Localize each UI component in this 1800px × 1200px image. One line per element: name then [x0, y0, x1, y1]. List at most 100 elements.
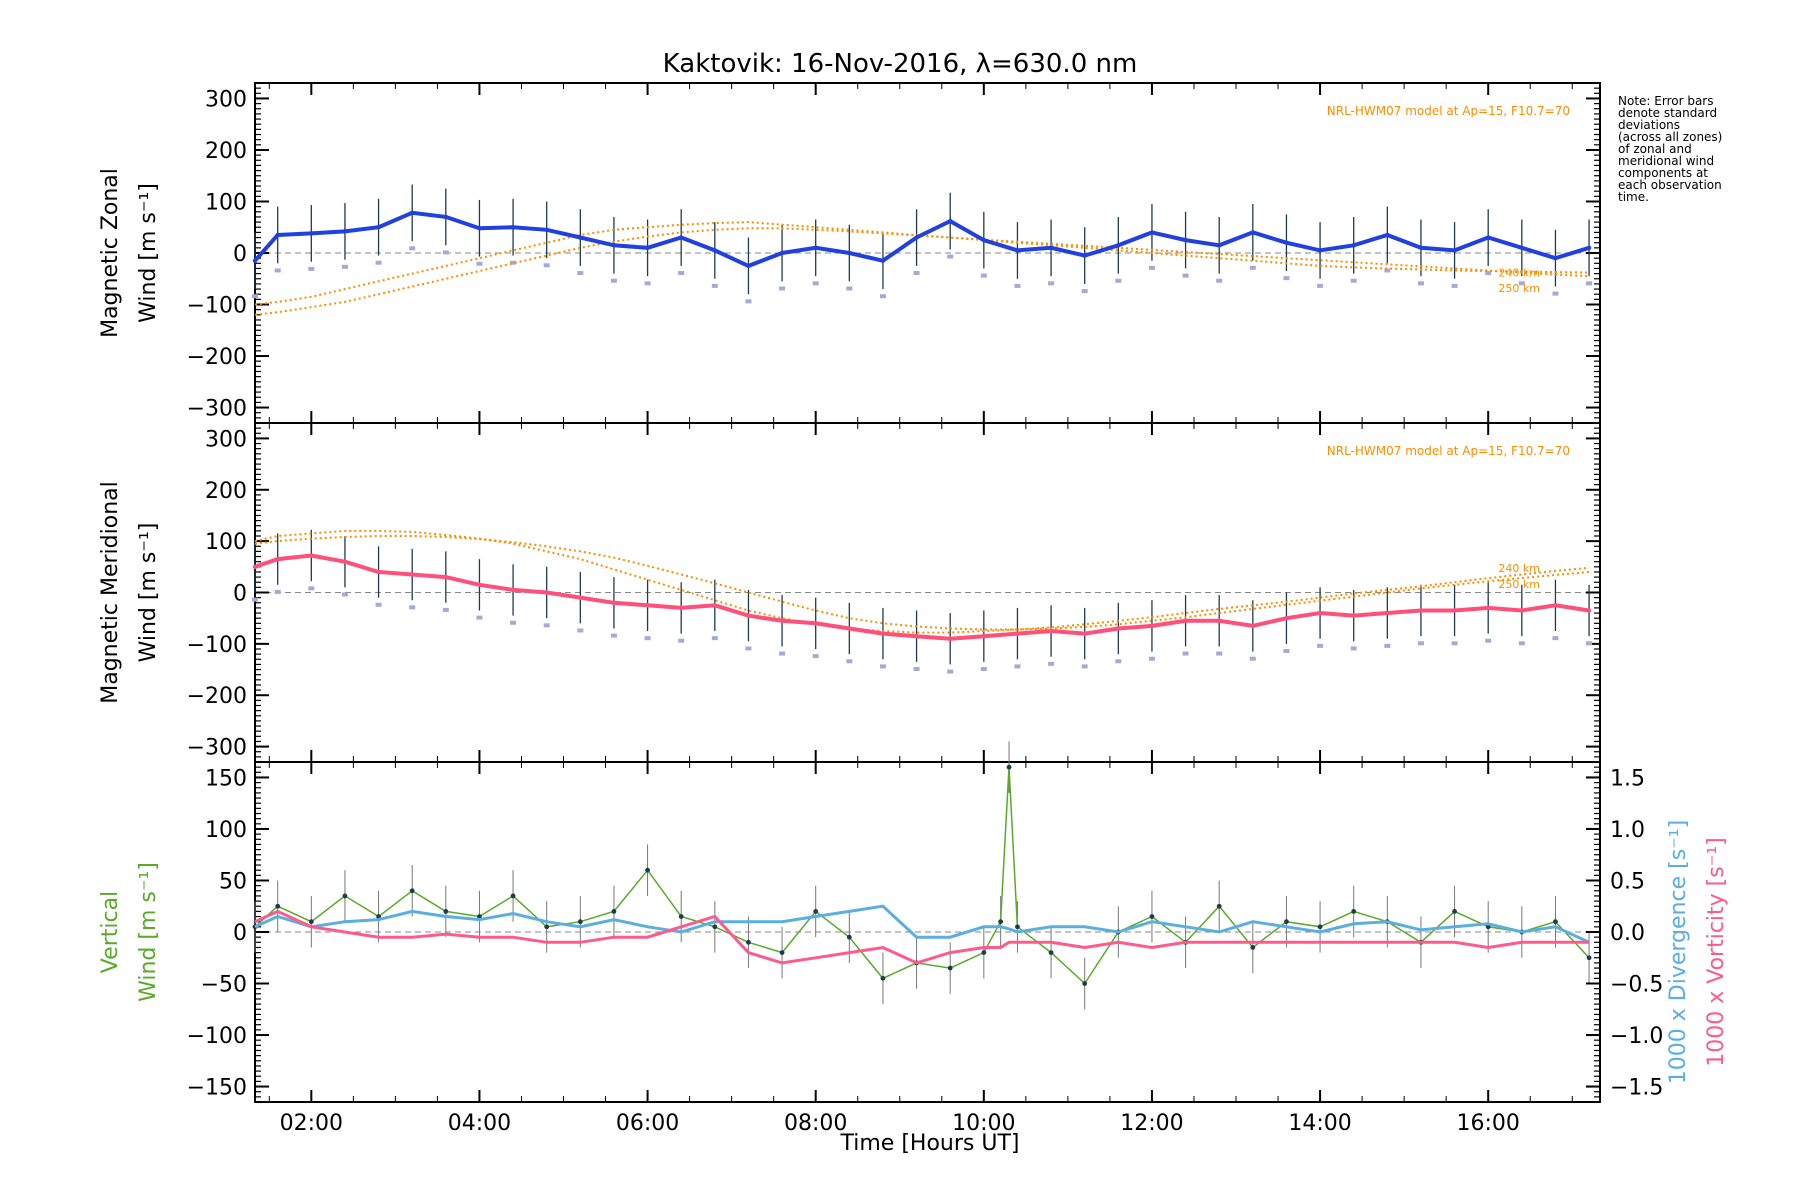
y2-axis-label-vorticity: 1000 x Vorticity [s⁻¹] [1704, 837, 1729, 1067]
wind-point [1519, 608, 1525, 613]
zone-point [1350, 646, 1357, 651]
wind-point [1553, 603, 1558, 608]
zone-point [745, 299, 752, 304]
panel-meridional: −300 −200 −100 0 100 200 300 NRL-HWM07 model at… [98, 422, 1601, 763]
y-axis-label-vertical: Vertical [98, 891, 123, 973]
wind-point [544, 590, 549, 595]
zonal-wind-line [253, 210, 1590, 269]
zone-point [1249, 265, 1256, 270]
vertical-wind-point [308, 919, 314, 925]
wind-point [1385, 232, 1390, 238]
zone-point [644, 636, 651, 641]
model-altitude-label: 250 km [1498, 282, 1540, 295]
x-tick-label: 10:00 [952, 1111, 1015, 1136]
wind-point [443, 574, 449, 580]
vertical-wind-point [1082, 981, 1088, 986]
vertical-wind-point [645, 867, 650, 873]
y-tick-label: 0 [233, 582, 247, 607]
y-tick-label: −200 [187, 684, 247, 709]
vertical-wind-point [1284, 919, 1289, 925]
wind-point [1216, 243, 1222, 248]
zone-point [1384, 268, 1391, 273]
model-altitude-label: 240 km [1498, 562, 1540, 575]
zone-point [1350, 278, 1357, 283]
vertical-wind-point [1149, 914, 1155, 919]
zone-point [409, 246, 416, 251]
vertical-wind-point [611, 908, 617, 914]
vertical-wind-point [275, 903, 281, 909]
vertical-wind-point [443, 908, 449, 914]
wind-point [477, 226, 482, 231]
wind-point [1183, 618, 1188, 623]
zone-point [711, 283, 718, 288]
y-axis-label: Magnetic Zonal [98, 168, 123, 338]
zone-point [711, 636, 718, 641]
wind-point [309, 553, 314, 558]
vertical-wind-point [846, 934, 852, 940]
y-tick-label: −300 [187, 397, 247, 422]
zone-point [1115, 659, 1122, 664]
zone-point [252, 597, 258, 602]
x-tick-label: 06:00 [616, 1111, 679, 1136]
zone-point [1518, 641, 1525, 646]
zone-point [1451, 283, 1458, 288]
wind-point [645, 245, 650, 251]
wind-point [1586, 245, 1592, 251]
wind-point [779, 250, 785, 256]
wind-point [1452, 608, 1457, 613]
wind-point [981, 633, 987, 639]
wind-point [779, 618, 785, 623]
x-tick-label: 16:00 [1456, 1111, 1519, 1136]
wind-point [1149, 623, 1155, 629]
x-tick-label: 02:00 [280, 1111, 343, 1136]
zone-point [274, 589, 281, 594]
wind-point [1284, 615, 1289, 621]
y2-tick-label: 0.0 [1610, 921, 1645, 946]
y-tick-label: 300 [205, 87, 247, 112]
y-tick-label: 100 [205, 190, 247, 215]
vertical-wind-point [1485, 924, 1491, 930]
zone-point [1115, 278, 1122, 283]
y-tick-label: 0 [233, 242, 247, 267]
y-tick-label: −50 [201, 973, 247, 998]
vertical-wind-point [947, 965, 953, 971]
zone-point [1148, 656, 1155, 661]
y-tick-label: 0 [233, 921, 247, 946]
zone-point [1014, 283, 1021, 288]
zone-point [252, 294, 258, 299]
wind-point [1317, 248, 1323, 253]
vertical-wind-point [678, 914, 684, 919]
chart-title: Kaktovik: 16-Nov-2016, λ=630.0 nm [663, 49, 1138, 79]
wind-point [252, 258, 258, 263]
note-line: meridional wind [1618, 154, 1714, 168]
wind-point [1183, 237, 1188, 243]
y2-axis-label-divergence: 1000 x Divergence [s⁻¹] [1666, 820, 1691, 1084]
zone-point [1317, 643, 1324, 648]
vertical-wind-point [998, 919, 1004, 925]
zone-point [1182, 651, 1189, 656]
vertical-wind-point [1351, 908, 1357, 914]
y-axis-label: Magnetic Meridional [98, 481, 123, 703]
zone-point [1081, 664, 1088, 669]
zone-point [543, 263, 550, 268]
wind-point [712, 248, 718, 253]
vertical-wind-point [477, 914, 482, 919]
wind-point [1149, 230, 1155, 235]
wind-point [847, 250, 852, 256]
y-tick-label: 200 [205, 479, 247, 504]
note-line: components at [1618, 166, 1708, 180]
zone-point [1148, 265, 1155, 270]
zone-point [980, 273, 987, 278]
wind-point [611, 600, 617, 605]
wind-point [376, 225, 381, 230]
note-line: of zonal and [1618, 142, 1692, 156]
wind-point [880, 631, 886, 636]
vertical-wind-point [1586, 955, 1592, 961]
zone-point [1485, 638, 1492, 643]
wind-point [252, 564, 258, 570]
vertical-wind-line [254, 767, 1590, 985]
note-line: deviations [1618, 118, 1680, 132]
zone-point [577, 628, 584, 633]
wind-point [1116, 626, 1121, 631]
